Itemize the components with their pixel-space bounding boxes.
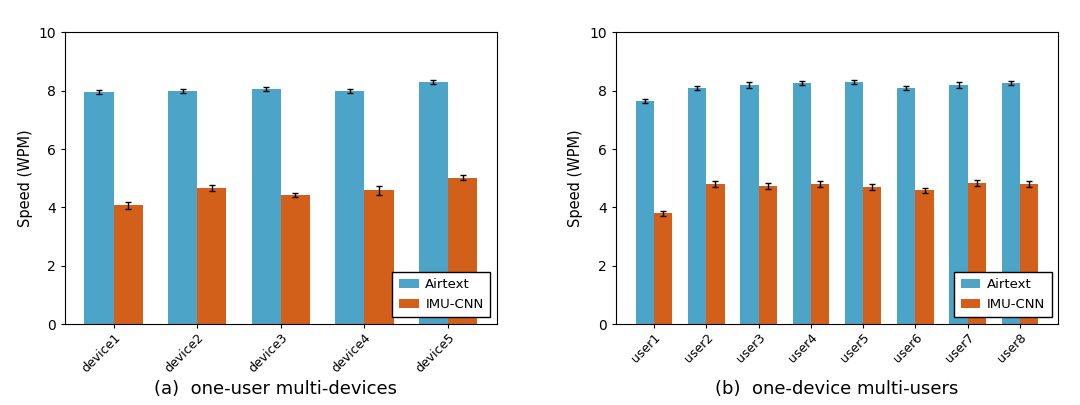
Bar xyxy=(968,183,986,324)
Bar xyxy=(419,82,448,324)
Bar xyxy=(1020,184,1038,324)
Bar xyxy=(688,88,706,324)
Bar xyxy=(168,91,198,324)
Legend: Airtext, IMU-CNN: Airtext, IMU-CNN xyxy=(954,272,1052,318)
Bar xyxy=(281,195,310,324)
Bar xyxy=(758,186,777,324)
Bar xyxy=(916,190,934,324)
Bar xyxy=(198,188,227,324)
Bar xyxy=(863,187,881,324)
Text: (b)  one-device multi-users: (b) one-device multi-users xyxy=(715,380,959,398)
Bar xyxy=(706,184,725,324)
Bar xyxy=(252,89,281,324)
Legend: Airtext, IMU-CNN: Airtext, IMU-CNN xyxy=(392,272,490,318)
Bar xyxy=(448,178,477,324)
Bar xyxy=(654,213,673,324)
Bar xyxy=(845,82,863,324)
Bar xyxy=(636,101,654,324)
Bar xyxy=(949,85,968,324)
Bar xyxy=(793,83,811,324)
Bar xyxy=(335,91,364,324)
Bar xyxy=(364,190,393,324)
Y-axis label: Speed (WPM): Speed (WPM) xyxy=(17,129,32,227)
Bar xyxy=(897,88,916,324)
Y-axis label: Speed (WPM): Speed (WPM) xyxy=(568,129,583,227)
Text: (a)  one-user multi-devices: (a) one-user multi-devices xyxy=(153,380,397,398)
Bar xyxy=(1001,83,1020,324)
Bar xyxy=(740,85,758,324)
Bar xyxy=(84,92,113,324)
Bar xyxy=(811,184,829,324)
Bar xyxy=(113,205,143,324)
